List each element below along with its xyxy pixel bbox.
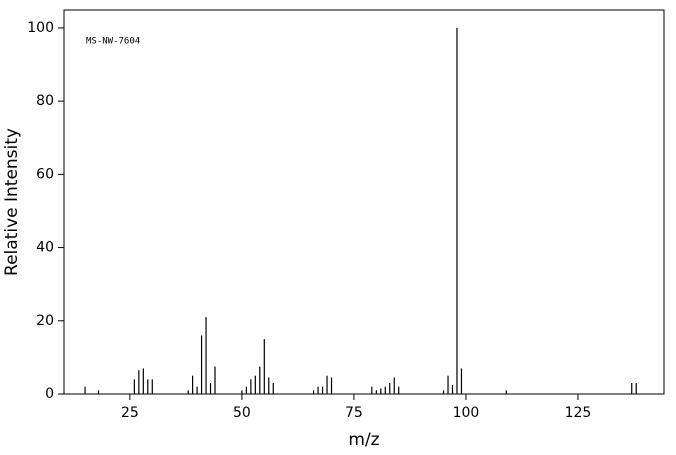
x-tick-label: 100	[453, 405, 480, 421]
y-tick-label: 60	[36, 166, 54, 182]
y-tick-label: 40	[36, 240, 54, 256]
x-tick-label: 125	[565, 405, 592, 421]
chart-title: MS-NW-7604	[86, 37, 140, 47]
x-tick-label: 50	[233, 405, 251, 421]
y-tick-label: 100	[27, 20, 54, 36]
x-tick-label: 75	[345, 405, 363, 421]
y-tick-label: 80	[36, 93, 54, 109]
x-axis-title: m/z	[348, 430, 379, 450]
y-tick-label: 0	[45, 386, 54, 402]
x-tick-label: 25	[121, 405, 139, 421]
y-axis-title: Relative Intensity	[2, 128, 22, 276]
plot-frame	[63, 9, 665, 395]
y-tick-label: 20	[36, 313, 54, 329]
